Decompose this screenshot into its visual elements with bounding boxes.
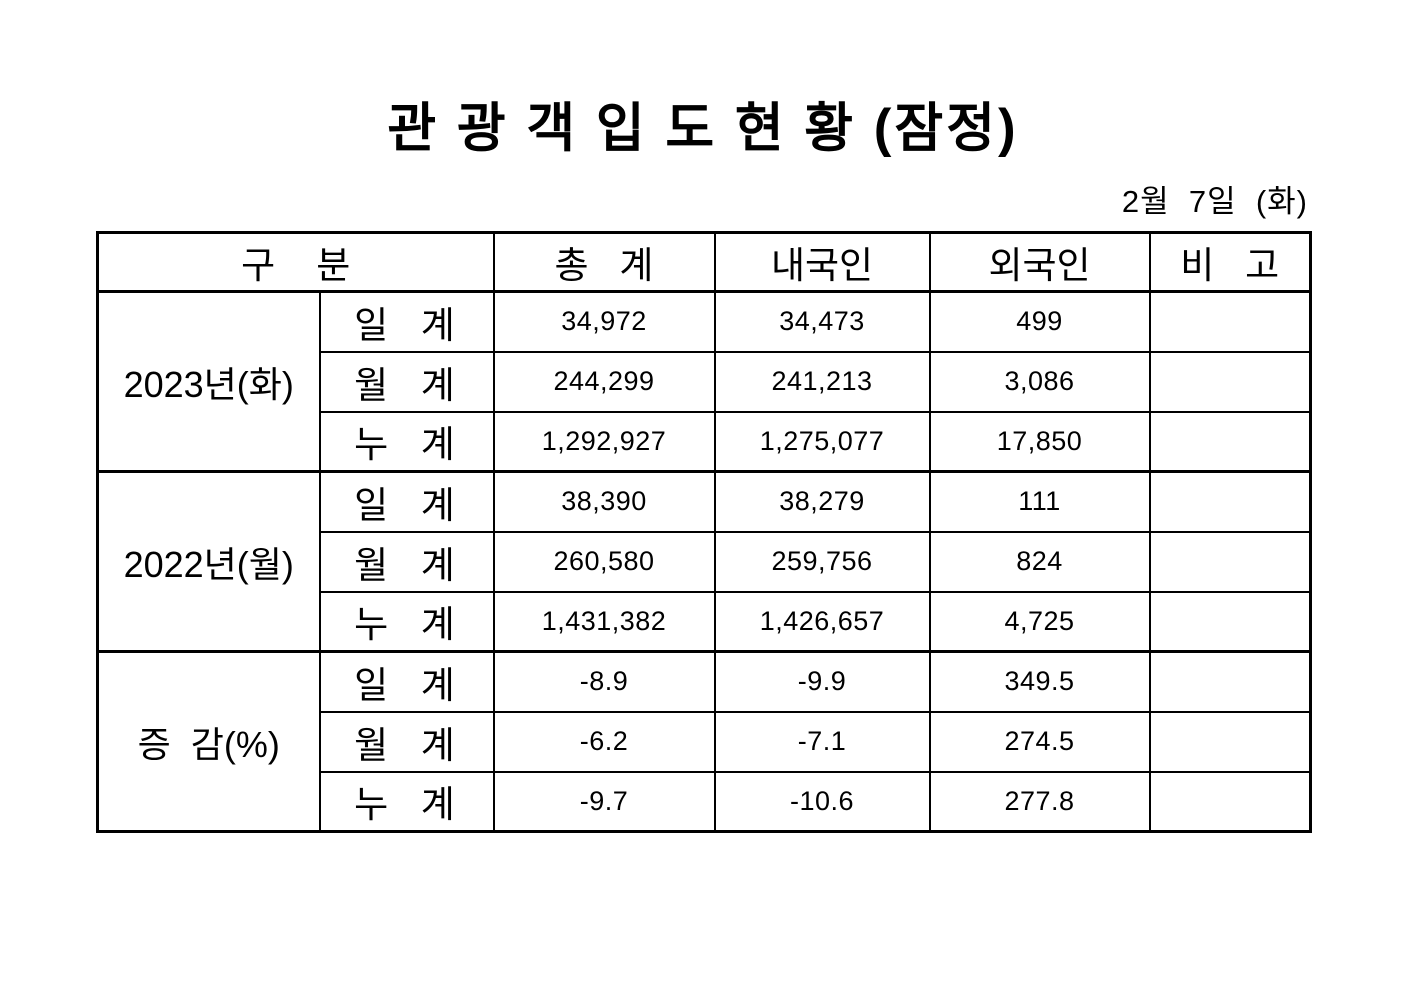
tourist-arrivals-table: 구 분 총 계 내국인 외국인 비 고 2023년(화) 일 계 34,972 … <box>96 231 1312 833</box>
total-value: -9.7 <box>492 770 716 833</box>
total-value: 1,431,382 <box>492 590 716 653</box>
row-label: 누 계 <box>318 410 495 473</box>
remarks-cell <box>1148 770 1312 833</box>
remarks-cell <box>1148 290 1312 353</box>
remarks-cell <box>1148 530 1312 593</box>
table-row: 2023년(화) 일 계 34,972 34,473 499 <box>96 290 1312 473</box>
foreign-value: 499 <box>928 290 1151 353</box>
table-row: 누 계 -9.7 -10.6 277.8 <box>98 770 1312 833</box>
foreign-value: 111 <box>928 470 1151 533</box>
total-value: -6.2 <box>492 710 716 773</box>
domestic-value: 259,756 <box>713 530 931 593</box>
table-header-row: 구 분 총 계 내국인 외국인 비 고 <box>96 231 1312 293</box>
foreign-value: 274.5 <box>928 710 1151 773</box>
foreign-value: 277.8 <box>928 770 1151 833</box>
group-label-2023: 2023년(화) <box>96 290 321 473</box>
total-value: 244,299 <box>492 350 716 413</box>
row-label: 누 계 <box>318 770 495 833</box>
domestic-value: 38,279 <box>713 470 931 533</box>
row-label: 일 계 <box>318 470 495 533</box>
table-row: 월 계 260,580 259,756 824 <box>98 530 1312 593</box>
row-label: 월 계 <box>318 350 495 413</box>
remarks-cell <box>1148 710 1312 773</box>
domestic-value: -10.6 <box>713 770 931 833</box>
total-value: 260,580 <box>492 530 716 593</box>
remarks-cell <box>1148 650 1312 713</box>
header-category: 구 분 <box>96 231 495 293</box>
row-label: 일 계 <box>318 290 495 353</box>
row-label: 월 계 <box>318 710 495 773</box>
total-value: -8.9 <box>492 650 716 713</box>
header-total: 총 계 <box>492 231 716 293</box>
table-row: 누 계 1,292,927 1,275,077 17,850 <box>98 410 1312 473</box>
domestic-value: 34,473 <box>713 290 931 353</box>
total-value: 38,390 <box>492 470 716 533</box>
remarks-cell <box>1148 470 1312 533</box>
domestic-value: 1,275,077 <box>713 410 931 473</box>
remarks-cell <box>1148 590 1312 653</box>
group-label-change: 증 감(%) <box>96 650 321 833</box>
foreign-value: 824 <box>928 530 1151 593</box>
row-label: 일 계 <box>318 650 495 713</box>
header-remarks: 비 고 <box>1148 231 1312 293</box>
domestic-value: 241,213 <box>713 350 931 413</box>
total-value: 34,972 <box>492 290 716 353</box>
row-label: 누 계 <box>318 590 495 653</box>
date-label: 2월 7일 (화) <box>1121 184 1308 219</box>
foreign-value: 17,850 <box>928 410 1151 473</box>
domestic-value: 1,426,657 <box>713 590 931 653</box>
page-title: 관 광 객 입 도 현 황 (잠정) <box>387 99 1019 158</box>
table-row: 월 계 244,299 241,213 3,086 <box>98 350 1312 413</box>
domestic-value: -7.1 <box>713 710 931 773</box>
table-row: 2022년(월) 일 계 38,390 38,279 111 <box>96 470 1312 653</box>
foreign-value: 3,086 <box>928 350 1151 413</box>
table-row: 증 감(%) 일 계 -8.9 -9.9 349.5 <box>96 650 1312 833</box>
table-row: 누 계 1,431,382 1,426,657 4,725 <box>98 590 1312 653</box>
group-label-2022: 2022년(월) <box>96 470 321 653</box>
remarks-cell <box>1148 350 1312 413</box>
remarks-cell <box>1148 410 1312 473</box>
domestic-value: -9.9 <box>713 650 931 713</box>
header-domestic: 내국인 <box>713 231 931 293</box>
row-label: 월 계 <box>318 530 495 593</box>
header-foreign: 외국인 <box>928 231 1151 293</box>
table-row: 월 계 -6.2 -7.1 274.5 <box>98 710 1312 773</box>
foreign-value: 349.5 <box>928 650 1151 713</box>
foreign-value: 4,725 <box>928 590 1151 653</box>
total-value: 1,292,927 <box>492 410 716 473</box>
